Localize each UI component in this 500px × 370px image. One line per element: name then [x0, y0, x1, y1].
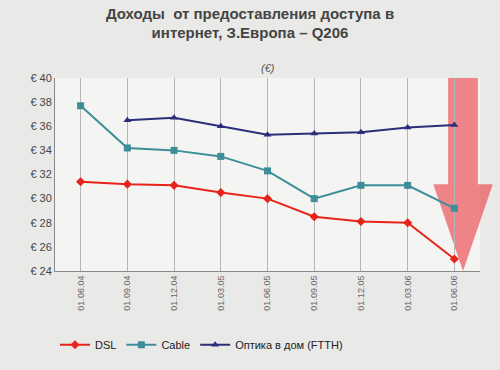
svg-text:01.09.05: 01.09.05 [309, 276, 319, 311]
svg-text:(€): (€) [261, 62, 275, 74]
svg-text:€ 32: € 32 [30, 168, 51, 180]
svg-text:01.09.04: 01.09.04 [122, 276, 132, 311]
svg-text:€ 28: € 28 [30, 217, 51, 229]
svg-text:01.06.04: 01.06.04 [76, 276, 86, 311]
svg-text:01.06.06: 01.06.06 [449, 276, 459, 311]
svg-text:01.06.05: 01.06.05 [262, 276, 272, 311]
svg-text:€ 36: € 36 [30, 120, 51, 132]
svg-text:€ 26: € 26 [30, 241, 51, 253]
svg-text:Доходы от предоставления дост: Доходы от предоставления доступа винтерн… [106, 5, 394, 42]
svg-text:€ 24: € 24 [30, 265, 51, 277]
svg-text:€ 34: € 34 [30, 144, 51, 156]
svg-text:€ 40: € 40 [30, 72, 51, 84]
svg-text:01.03.05: 01.03.05 [216, 276, 226, 311]
svg-text:Cable: Cable [161, 339, 190, 351]
svg-text:01.12.04: 01.12.04 [169, 276, 179, 311]
svg-text:Оптика в дом (FTTH): Оптика в дом (FTTH) [235, 339, 342, 351]
svg-text:01.12.05: 01.12.05 [356, 276, 366, 311]
svg-text:DSL: DSL [95, 339, 116, 351]
svg-text:€ 30: € 30 [30, 192, 51, 204]
svg-text:€ 38: € 38 [30, 96, 51, 108]
svg-text:01.03.06: 01.03.06 [403, 276, 413, 311]
